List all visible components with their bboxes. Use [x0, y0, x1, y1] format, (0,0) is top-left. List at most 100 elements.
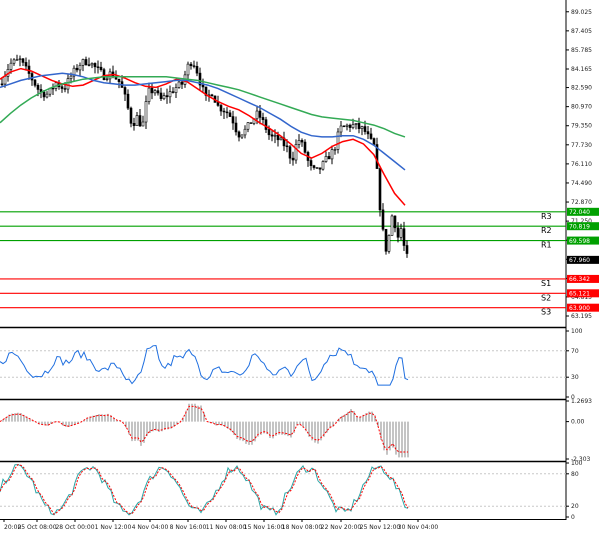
level-price-tag-label: 69.598 — [569, 238, 590, 245]
candle-body — [126, 93, 130, 109]
candle-body — [372, 138, 376, 145]
indicator-tick-label: -2.303 — [571, 456, 591, 463]
candle-body — [225, 111, 229, 114]
candle-body — [228, 112, 232, 117]
price-tick-label: 77.730 — [571, 142, 592, 149]
candle-body — [339, 125, 343, 133]
candle-body — [360, 126, 364, 129]
candle-body — [369, 133, 373, 139]
candle-body — [186, 63, 190, 76]
candle-body — [123, 87, 127, 95]
indicator-tick-label: 1.2693 — [571, 398, 592, 405]
candle-body — [303, 141, 307, 153]
indicator-tick-label: 20 — [571, 503, 579, 510]
price-tick-label: 85.785 — [571, 47, 592, 54]
time-tick-label: 28 Oct 00:00 — [55, 524, 94, 531]
price-tick-label: 87.405 — [571, 28, 592, 35]
time-tick-label: 30 Nov 04:00 — [398, 524, 439, 531]
candle-body — [273, 134, 277, 137]
price-tick-label: 63.195 — [571, 313, 592, 320]
candle-body — [72, 67, 76, 77]
candle-body — [24, 62, 28, 67]
candle-body — [33, 79, 37, 86]
stochastic-d-line — [0, 464, 409, 516]
candle-body — [177, 81, 181, 88]
level-label-r1: R1 — [541, 241, 552, 250]
candle-body — [237, 131, 241, 138]
candle-body — [135, 115, 139, 126]
indicator-tick-label: 30 — [571, 374, 579, 381]
candle-body — [330, 149, 334, 160]
candle-body — [51, 87, 55, 90]
candle-body — [0, 83, 4, 86]
candle-body — [195, 66, 199, 74]
time-tick-label: 4 Nov 04:00 — [132, 524, 169, 531]
price-tick-label: 64.815 — [571, 294, 592, 301]
candle-body — [99, 66, 103, 70]
price-tick-label: 89.025 — [571, 9, 592, 16]
candle-body — [342, 125, 346, 128]
candle-body — [90, 63, 94, 66]
price-tick-label: 74.490 — [571, 180, 592, 187]
candle-body — [105, 78, 109, 81]
candle-body — [327, 156, 331, 160]
candle-body — [168, 91, 172, 98]
level-price-tag — [567, 222, 599, 231]
time-tick-label: 25 Oct 08:00 — [17, 524, 56, 531]
candle-body — [42, 91, 46, 98]
candle-body — [255, 110, 259, 120]
candle-body — [363, 126, 367, 132]
candle-body — [312, 165, 316, 168]
price-tick-label: 76.110 — [571, 161, 592, 168]
level-price-tag-label: 72.040 — [569, 209, 590, 216]
stochastic-k-line — [0, 464, 409, 516]
candle-body — [66, 78, 70, 90]
candle-body — [222, 110, 226, 113]
level-price-tag-label: 66.342 — [569, 276, 590, 283]
time-tick-label: 22 Nov 20:00 — [321, 524, 362, 531]
candle-body — [285, 145, 289, 148]
candle-body — [345, 124, 349, 127]
candle-body — [210, 94, 214, 97]
candle-body — [60, 86, 64, 89]
candle-body — [141, 121, 145, 127]
time-tick-label: 15 Nov 16:00 — [244, 524, 285, 531]
candle-body — [396, 227, 400, 238]
candle-body — [15, 59, 19, 61]
price-tick-label: 79.350 — [571, 123, 592, 130]
indicator-tick-label: 100 — [571, 460, 583, 467]
indicator-tick-label: 0 — [571, 514, 575, 521]
time-tick-label: 25 Nov 12:00 — [360, 524, 401, 531]
candle-body — [174, 87, 178, 93]
candle-body — [18, 58, 22, 61]
candle-body — [132, 122, 136, 126]
candle-body — [297, 140, 301, 145]
time-tick-label: 20:00 — [4, 524, 21, 531]
candle-body — [219, 105, 223, 112]
candle-body — [84, 59, 88, 66]
candle-body — [348, 124, 352, 128]
candle-body — [324, 156, 328, 162]
candle-body — [180, 81, 184, 85]
candle-body — [21, 58, 25, 63]
candle-body — [150, 87, 154, 94]
candle-body — [333, 149, 337, 151]
candle-body — [246, 122, 250, 130]
candle-body — [402, 228, 406, 246]
candle-body — [87, 64, 91, 66]
candle-body — [390, 215, 394, 236]
candle-body — [387, 235, 391, 252]
candle-body — [162, 95, 166, 99]
candle-body — [378, 168, 382, 211]
candle-body — [279, 137, 283, 141]
level-price-tag — [567, 289, 599, 298]
level-label-s3: S3 — [541, 308, 551, 317]
rsi-line — [0, 344, 409, 386]
price-tick-label: 80.970 — [571, 104, 592, 111]
candle-body — [12, 59, 16, 64]
candle-body — [96, 66, 100, 68]
candle-body — [93, 63, 97, 68]
